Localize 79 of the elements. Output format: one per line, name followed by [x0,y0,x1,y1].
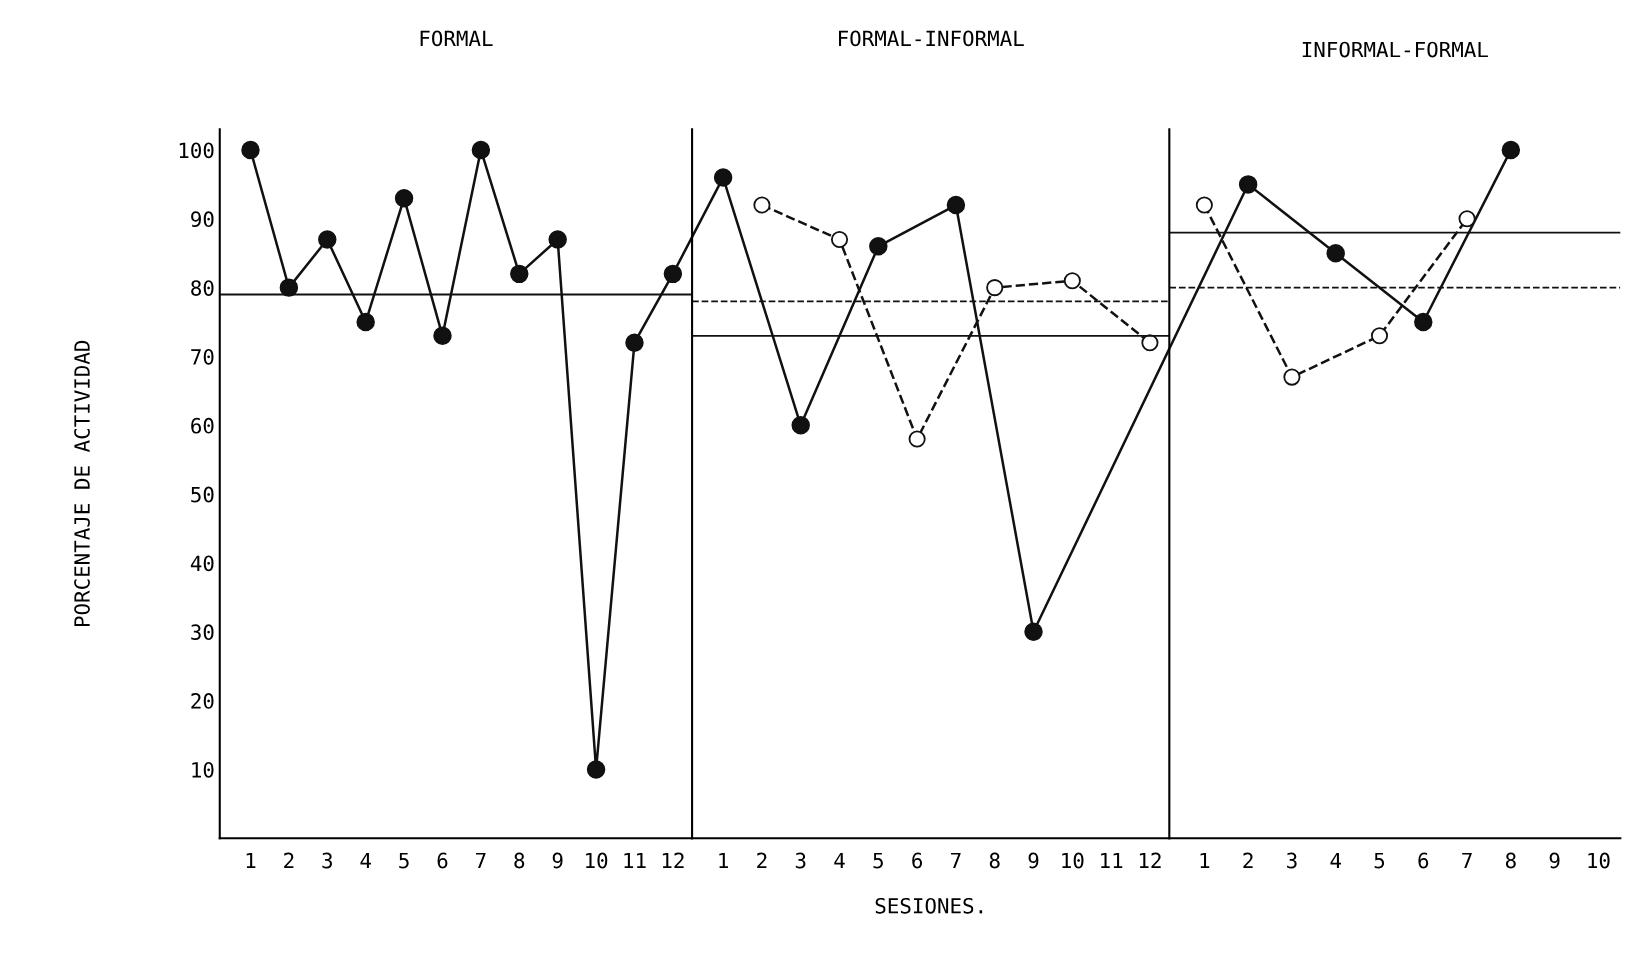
point [471,140,491,160]
point [1458,210,1476,228]
x-tick-label: 11 [624,852,646,869]
x-tick-label: 3 [322,852,332,869]
x-tick-label: 5 [1374,852,1385,869]
point [356,312,375,332]
point [279,278,299,297]
y-tick-label: 30 [191,624,214,641]
x-tick-label: 7 [476,852,486,869]
x-tick-label: 4 [1330,852,1341,869]
point [394,188,414,208]
point [946,195,966,215]
x-tick-label: 3 [795,852,806,869]
x-tick-label: 8 [989,852,1000,869]
y-tick-label: 50 [191,486,214,503]
x-tick-label: 7 [1462,852,1472,869]
y-tick-label: 60 [191,417,214,434]
x-tick-label: 9 [1549,852,1560,869]
x-tick-label: 1 [246,852,256,869]
point [241,140,260,160]
point [1024,622,1043,642]
point [318,230,337,249]
x-tick-label: 2 [1243,852,1253,869]
point [713,168,733,187]
x-tick-label: 6 [437,852,448,869]
x-tick-label: 10 [1588,852,1610,869]
x-tick-label: 6 [1418,852,1429,869]
x-tick-label: 4 [360,852,371,869]
chart-title: INFORMAL-FORMAL [1302,41,1488,58]
x-tick-label: 2 [284,852,294,869]
point [1195,196,1213,214]
point [586,760,606,779]
chart-title: FORMAL [420,30,493,47]
point [1370,327,1389,345]
chart-title: FORMAL-INFORMAL [839,30,1024,47]
point [1063,272,1081,290]
point [908,430,926,448]
x-tick-label: 4 [834,852,845,869]
y-tick-label: 70 [191,348,214,365]
point [548,230,567,249]
point [625,333,644,352]
x-tick-label: 1 [719,852,728,869]
x-tick-label: 5 [873,852,883,869]
x-axis-title: SESIONES. [875,897,983,914]
point [791,416,810,435]
x-tick-label: 9 [552,852,563,869]
x-tick-label: 8 [514,852,525,869]
point [1326,243,1345,263]
y-axis-title: PORCENTAJE DE ACTIVIDAD [74,340,90,627]
x-tick-label: 5 [399,852,409,869]
x-tick-label: 11 [1101,852,1123,869]
point [1414,312,1433,332]
x-tick-label: 12 [662,852,684,869]
y-tick-label: 100 [179,142,214,159]
x-tick-label: 8 [1505,852,1516,869]
point [663,264,683,284]
point [869,237,888,256]
x-tick-label: 9 [1028,852,1039,869]
x-tick-label: 1 [1200,852,1210,869]
point [1501,140,1521,160]
point [433,326,452,346]
y-tick-label: 80 [191,280,214,296]
point [830,230,849,248]
x-tick-label: 10 [1062,852,1084,869]
x-tick-label: 3 [1287,852,1297,869]
point [753,196,771,214]
x-tick-label: 6 [912,852,923,869]
point [1238,175,1258,194]
point [986,279,1004,297]
x-tick-label: 7 [951,852,961,869]
y-tick-label: 90 [191,211,214,228]
x-tick-label: 2 [757,852,767,869]
x-tick-label: 12 [1139,852,1161,869]
y-tick-label: 40 [190,555,214,572]
point [1283,368,1301,386]
x-tick-label: 10 [586,852,608,869]
y-tick-label: 20 [191,693,214,709]
point [510,264,529,284]
y-tick-label: 10 [192,761,214,778]
